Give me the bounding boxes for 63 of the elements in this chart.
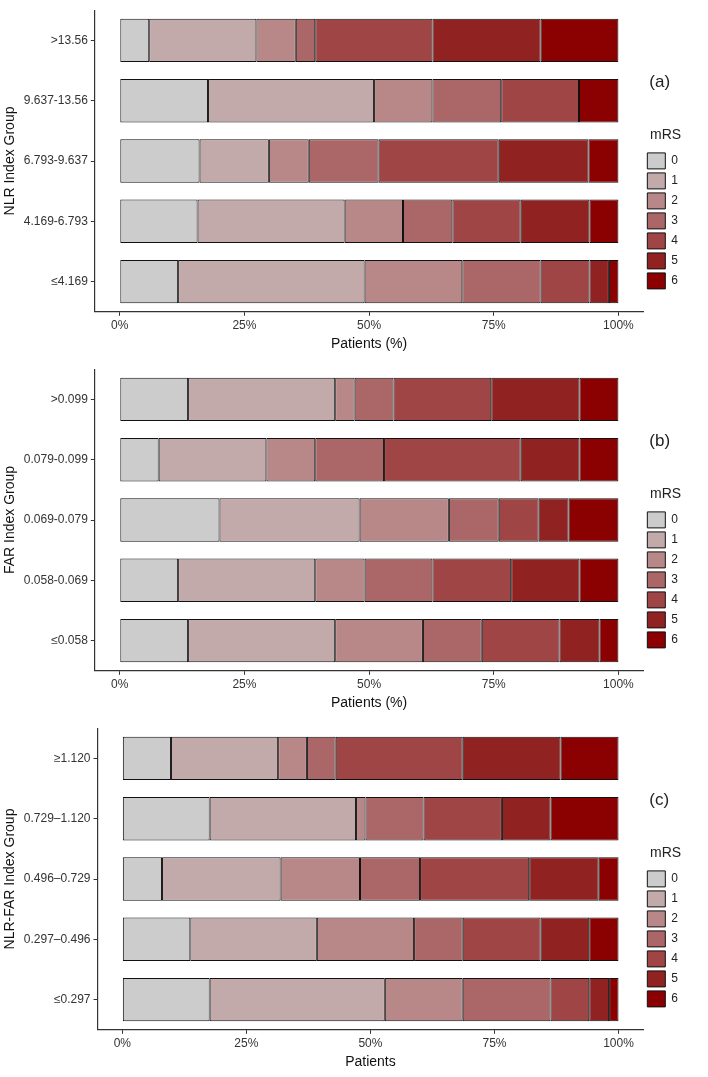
text: (c): [649, 789, 670, 809]
legend-label: 4: [671, 592, 679, 607]
y-tick-label: 6.793-9.637: [23, 153, 89, 168]
legend-label: 3: [671, 572, 679, 587]
x-tick-label: 50%: [357, 677, 382, 692]
x-tick-label: 100%: [603, 318, 635, 333]
x-tick-label: 25%: [232, 677, 257, 692]
y-tick-label: 4.169-6.793: [23, 213, 89, 228]
x-tick-label: 0%: [111, 318, 129, 333]
legend-label: 5: [671, 612, 679, 627]
x-tick-label: 25%: [232, 318, 257, 333]
x-tick-label: 50%: [358, 1036, 383, 1051]
legend-label: 2: [671, 552, 679, 567]
y-tick-label: >13.56: [50, 32, 89, 47]
x-axis-title: Patients (%): [330, 694, 408, 711]
y-axis-title: NLR Index Group: [1, 106, 18, 216]
y-tick-label: 0.729–1.120: [23, 810, 91, 825]
legend-label: 6: [671, 991, 679, 1006]
x-tick-label: 75%: [481, 318, 507, 333]
x-tick-label: 0%: [113, 1036, 132, 1051]
legend-label: 4: [671, 951, 679, 966]
text: (b): [649, 430, 671, 450]
text: (a): [649, 71, 671, 91]
legend-label: 6: [671, 632, 679, 647]
legend-label: 0: [671, 153, 679, 168]
legend-label: 0: [671, 512, 679, 527]
x-tick-label: 100%: [603, 677, 635, 692]
x-axis-title: Patients: [345, 1053, 396, 1070]
legend-label: 4: [671, 233, 679, 248]
x-tick-label: 100%: [603, 1036, 635, 1051]
y-axis-title: FAR Index Group: [1, 465, 18, 575]
legend-title: mRS: [650, 843, 682, 860]
x-tick-label: 75%: [481, 677, 507, 692]
legend-label: 5: [671, 971, 679, 986]
legend-label: 2: [671, 911, 679, 926]
legend-title: mRS: [650, 484, 682, 501]
x-axis-title: Patients (%): [330, 335, 408, 352]
legend-label: 6: [671, 273, 679, 288]
y-axis-title: NLR-FAR Index Group: [1, 808, 18, 950]
legend-title: mRS: [650, 125, 682, 142]
x-tick-label: 75%: [482, 1036, 507, 1051]
y-tick-label: 0.058-0.069: [23, 572, 89, 587]
y-tick-label: 0.297–0.496: [23, 931, 91, 946]
y-tick-label: 9.637-13.56: [23, 92, 89, 107]
legend-label: 2: [671, 193, 679, 208]
x-tick-label: 0%: [111, 677, 129, 692]
x-tick-label: 25%: [234, 1036, 259, 1051]
legend-label: 1: [671, 173, 679, 188]
legend-label: 3: [671, 931, 679, 946]
y-tick-label: ≥1.120: [53, 750, 91, 765]
legend-label: 3: [671, 213, 679, 228]
legend-label: 0: [671, 871, 679, 886]
legend-label: 1: [671, 891, 679, 906]
legend-label: 5: [671, 253, 679, 268]
y-tick-label: 0.079-0.099: [23, 451, 89, 466]
x-tick-label: 50%: [357, 318, 382, 333]
y-tick-label: ≤0.297: [53, 991, 91, 1006]
y-tick-label: 0.496–0.729: [23, 871, 91, 886]
y-tick-label: ≤0.058: [51, 632, 89, 647]
legend-label: 1: [671, 532, 679, 547]
y-tick-label: ≤4.169: [51, 273, 89, 288]
y-tick-label: >0.099: [50, 391, 89, 406]
y-tick-label: 0.069-0.079: [23, 512, 89, 527]
